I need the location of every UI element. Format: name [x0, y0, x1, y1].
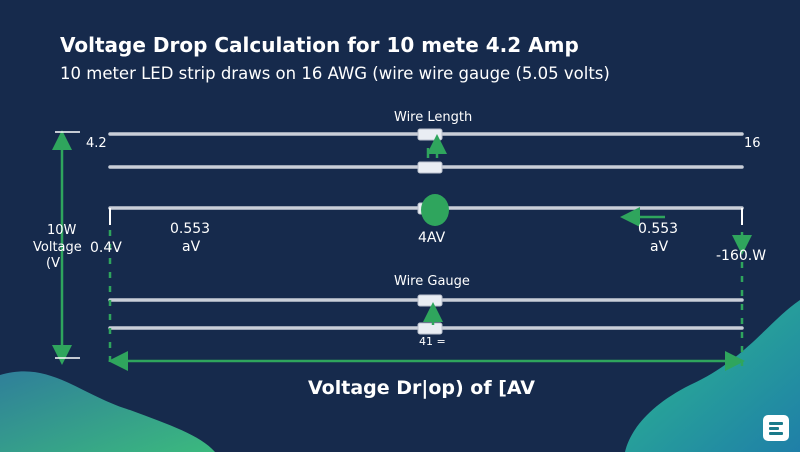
left-drop-value: 0.553	[170, 221, 211, 237]
center-green-node	[421, 194, 449, 226]
right-drop-unit: aV	[650, 239, 669, 255]
page-subtitle: 10 meter LED strip draws on 16 AWG (wire…	[60, 64, 610, 83]
connector-block	[417, 294, 443, 307]
top-left-value: 4.2	[86, 136, 107, 151]
corner-blob-right	[625, 300, 800, 452]
right-drop-value: 0.553	[638, 221, 679, 237]
corner-blob-left	[0, 371, 215, 452]
page-title: Voltage Drop Calculation for 10 mete 4.2…	[60, 33, 579, 57]
connector-block	[417, 161, 443, 174]
left-label-line-1: 10W	[47, 223, 77, 238]
left-drop-unit: aV	[182, 239, 201, 255]
connector-block	[417, 322, 443, 335]
center-value: 4AV	[418, 230, 446, 246]
left-label-line-2: Voltage	[33, 240, 82, 255]
top-right-value: 16	[744, 136, 761, 151]
wire-gauge-label: Wire Gauge	[394, 274, 470, 289]
connector-block	[417, 128, 443, 141]
menu-icon[interactable]	[763, 415, 789, 441]
wire-length-label: Wire Length	[394, 110, 473, 125]
left-label-line-3: (V	[46, 256, 60, 271]
right-value: -160.W	[716, 248, 767, 264]
footer-label: Voltage Dr|op) of [AV	[308, 377, 536, 399]
left-voltage-value: 0.4V	[90, 240, 122, 256]
gauge-value: 41 =	[419, 335, 446, 348]
